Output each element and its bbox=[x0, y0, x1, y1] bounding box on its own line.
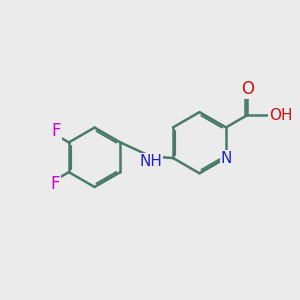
Text: F: F bbox=[50, 175, 60, 193]
Text: O: O bbox=[241, 80, 254, 98]
Text: F: F bbox=[51, 122, 61, 140]
Text: OH: OH bbox=[269, 107, 293, 122]
Text: NH: NH bbox=[139, 154, 162, 169]
Text: N: N bbox=[221, 151, 232, 166]
